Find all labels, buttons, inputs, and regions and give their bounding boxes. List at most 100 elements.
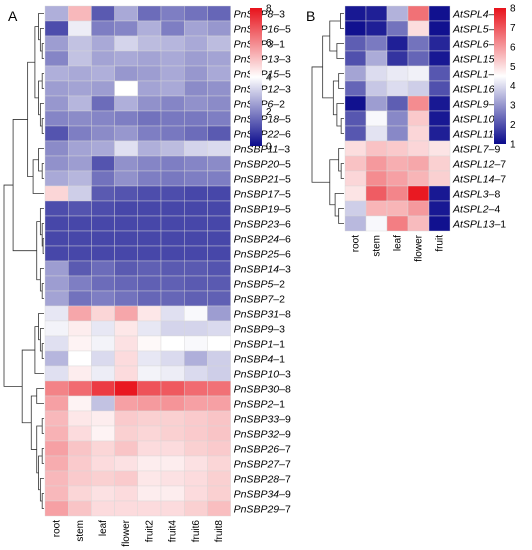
dendrogram-a (3, 13, 44, 509)
heatmap-cell (67, 290, 92, 307)
heatmap-cell (183, 215, 208, 232)
heatmap-cell (207, 170, 231, 187)
heatmap-cell (137, 290, 162, 307)
heatmap-cell (386, 20, 409, 37)
heatmap-cell (386, 35, 409, 52)
heatmap-cell (160, 95, 185, 112)
heatmap-cell (207, 125, 231, 142)
heatmap-cell (160, 260, 185, 277)
heatmap-cell (91, 185, 115, 202)
heatmap-cell (114, 140, 138, 157)
column-label: leaf (393, 235, 404, 251)
heatmap-cell (137, 155, 162, 172)
heatmap-cell (183, 50, 208, 67)
dendrogram-branch (322, 35, 334, 99)
heatmap-cell (137, 275, 162, 292)
heatmap-cell (207, 455, 231, 472)
row-label: PnSBP18–5 (234, 113, 291, 125)
heatmap-cell (137, 365, 162, 382)
dendrogram-branch (41, 448, 44, 464)
heatmap-cell (207, 440, 231, 457)
heatmap-cell (114, 500, 138, 517)
heatmap-cell (91, 485, 115, 502)
heatmap-cell (114, 380, 138, 397)
heatmap-cell (137, 455, 162, 472)
heatmap-cell (91, 35, 115, 52)
heatmap-cell (428, 5, 451, 22)
heatmap-cell (160, 485, 185, 502)
heatmap-cell (67, 185, 92, 202)
heatmap-cell (91, 350, 115, 367)
heatmap-cell (183, 170, 208, 187)
heatmap-cell (207, 365, 231, 382)
heatmap-cell (44, 305, 69, 322)
row-label: PnSBP27–7 (234, 458, 291, 470)
heatmap-panel-a: PnSBP8–3PnSBP16–5PnSBP3–1PnSBP13–3PnSBP1… (44, 4, 291, 547)
scale-tick-label: 4 (510, 81, 516, 92)
row-label: PnSBP15–5 (234, 68, 291, 80)
heatmap-cell (137, 395, 162, 412)
heatmap-cell (67, 170, 92, 187)
heatmap-cell (407, 170, 430, 187)
heatmap-cell (137, 350, 162, 367)
heatmap-cell (160, 200, 185, 217)
heatmap-cell (67, 395, 92, 412)
heatmap-cell (114, 440, 138, 457)
heatmap-cell (386, 140, 409, 157)
heatmap-cell (428, 95, 451, 112)
column-label: fruit (435, 235, 446, 252)
row-label: AtSPL13–1 (452, 218, 506, 230)
row-label: PnSBP32–9 (234, 428, 291, 440)
heatmap-cell (137, 95, 162, 112)
scale-tick-label: 6 (510, 42, 516, 53)
row-label: PnSBP19–5 (234, 203, 291, 215)
heatmap-cell (207, 110, 231, 127)
heatmap-cell (344, 50, 367, 67)
heatmap-cell (160, 155, 185, 172)
row-label: PnSBP16–5 (234, 23, 291, 35)
heatmap-cell (114, 485, 138, 502)
heatmap-cell (386, 170, 409, 187)
heatmap-cell (91, 170, 115, 187)
heatmap-cell (365, 35, 388, 52)
heatmap-cell (344, 125, 367, 142)
heatmap-cell (365, 140, 388, 157)
heatmap-cell (344, 20, 367, 37)
heatmap-cell (407, 20, 430, 37)
column-label: flower (121, 519, 132, 546)
heatmap-cell (114, 320, 138, 337)
heatmap-cell (207, 410, 231, 427)
row-label: AtSPL1–7 (452, 68, 500, 80)
row-label: PnSBP5–2 (234, 278, 286, 290)
heatmap-cell (91, 440, 115, 457)
heatmap-cell (44, 110, 69, 127)
heatmap-cell (160, 410, 185, 427)
dendrogram-branch (36, 388, 44, 404)
heatmap-cell (344, 65, 367, 82)
heatmap-cell (91, 20, 115, 37)
dendrogram-branch (336, 103, 344, 127)
heatmap-cell (183, 245, 208, 262)
dendrogram-b (311, 13, 344, 224)
column-label: root (52, 520, 63, 537)
heatmap-cell (137, 5, 162, 22)
heatmap-cell (207, 260, 231, 277)
heatmap-cell (137, 335, 162, 352)
heatmap-cell (44, 170, 69, 187)
heatmap-cell (207, 305, 231, 322)
heatmap-cell (67, 110, 92, 127)
heatmap-cell (207, 95, 231, 112)
heatmap-cell (207, 500, 231, 517)
heatmap-cell (114, 245, 138, 262)
dendrogram-branch (41, 73, 44, 89)
row-label: PnSBP17–5 (234, 188, 291, 200)
row-label: AtSPL5–8 (452, 23, 500, 35)
heatmap-cell (114, 215, 138, 232)
heatmap-cell (386, 200, 409, 217)
heatmap-cell (183, 425, 208, 442)
heatmap-cell (137, 140, 162, 157)
heatmap-cell (183, 20, 208, 37)
heatmap-cell (67, 80, 92, 97)
heatmap-cell (407, 200, 430, 217)
